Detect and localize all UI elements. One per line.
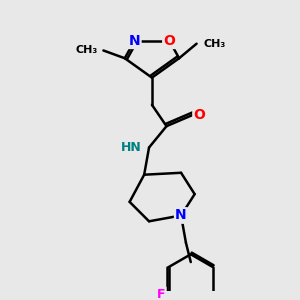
- Text: O: O: [164, 34, 175, 48]
- Text: N: N: [129, 34, 140, 48]
- Text: HN: HN: [121, 141, 141, 154]
- Text: N: N: [175, 208, 187, 223]
- Text: O: O: [194, 107, 206, 122]
- Text: F: F: [157, 288, 165, 300]
- Text: CH₃: CH₃: [75, 46, 98, 56]
- Text: CH₃: CH₃: [203, 39, 226, 49]
